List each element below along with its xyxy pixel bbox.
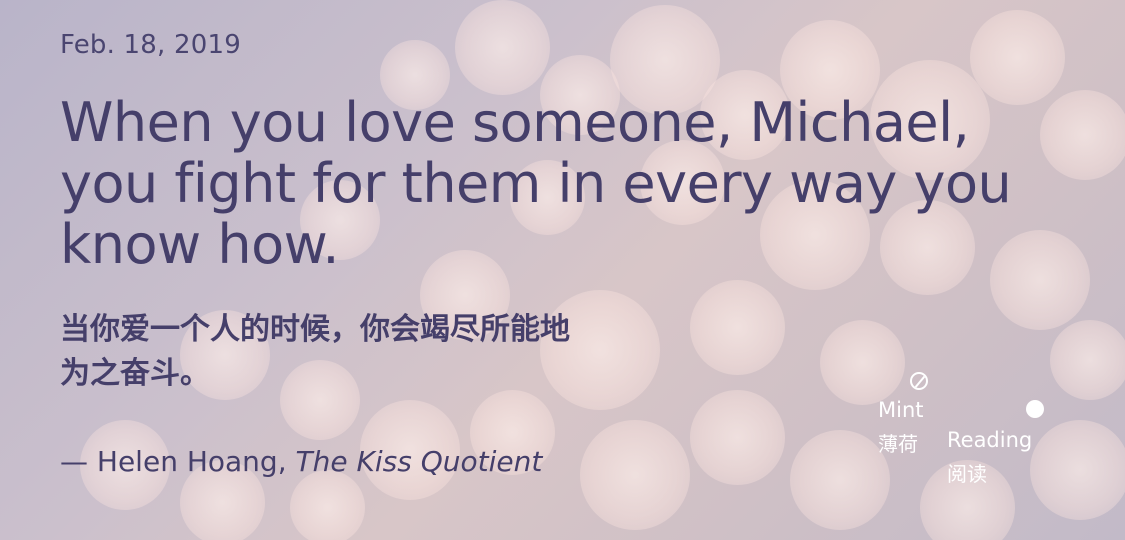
quote-english: When you love someone, Michael, you figh… [60, 91, 1012, 276]
attribution: — Helen Hoang, The Kiss Quotient [60, 445, 542, 478]
quote-chinese-line-1: 当你爱一个人的时候，你会竭尽所能地 [60, 312, 570, 347]
post-date: Feb. 18, 2019 [60, 30, 241, 60]
brand-mint-zh: 薄荷 [878, 432, 918, 456]
quote-chinese: 当你爱一个人的时候，你会竭尽所能地 为之奋斗。 [60, 308, 760, 396]
mint-logo-icon [910, 372, 928, 390]
brand-reading-en: Reading [947, 428, 1033, 452]
quote-chinese-line-2: 为之奋斗。 [60, 356, 210, 391]
attribution-author: — Helen Hoang, [60, 445, 296, 478]
brand-reading-zh: 阅读 [947, 462, 987, 486]
reading-logo-icon [1026, 400, 1044, 418]
attribution-book-title: The Kiss Quotient [295, 445, 543, 478]
brand-mint-en: Mint [878, 398, 924, 422]
